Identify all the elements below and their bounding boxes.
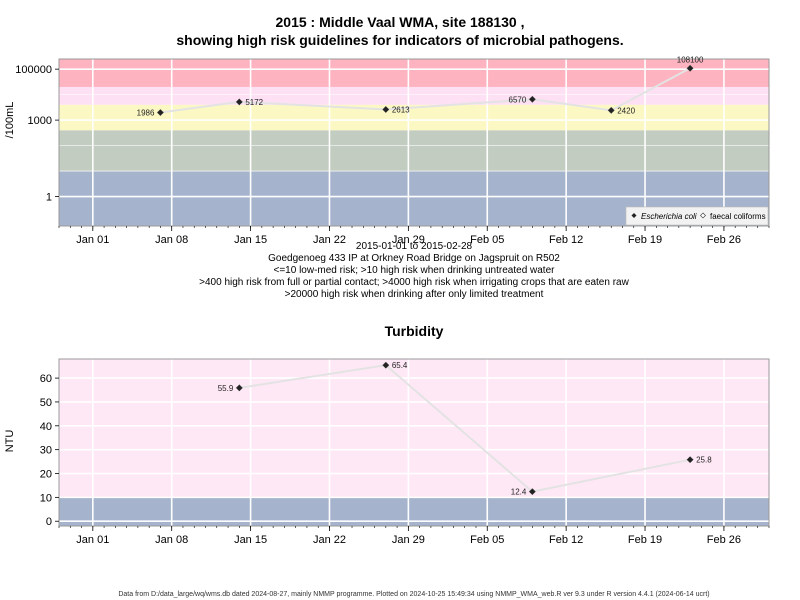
chart1-series-0-point-5 (686, 64, 694, 72)
chart2-y-tick-label-4: 40 (40, 421, 52, 433)
chart1-x-tick-label-6: Feb 12 (549, 234, 583, 246)
chart2-y-tick-label-2: 20 (40, 469, 52, 481)
chart1-note-1: 2015-01-01 to 2015-02-28 (356, 241, 473, 252)
chart2-series-0-label-0: 55.9 (218, 384, 234, 393)
chart1-x-tick-label-7: Feb 19 (628, 234, 662, 246)
chart1-y-tick-label-1: 1000 (28, 115, 52, 127)
chart1-series-0-point-2 (382, 105, 390, 114)
chart2-y-tick-label-5: 50 (40, 397, 52, 409)
chart1-subtitle: showing high risk guidelines for indicat… (176, 32, 623, 48)
chart1-title: 2015 : Middle Vaal WMA, site 188130 , (276, 14, 525, 30)
chart1-x-tick-label-2: Jan 15 (234, 234, 267, 246)
legend-ecoli-marker (631, 213, 637, 218)
chart1-series-0-label-0: 1986 (137, 109, 155, 118)
chart2-x-tick-label-7: Feb 19 (628, 534, 662, 546)
chart1-legend-box (625, 206, 769, 226)
chart2-y-tick-label-1: 10 (40, 492, 52, 504)
chart1-note-2: Goedgenoeg 433 IP at Orkney Road Bridge … (268, 253, 560, 264)
chart1-x-tick-label-8: Feb 26 (707, 234, 741, 246)
chart1-band-2 (59, 104, 769, 131)
chart1-series-0-line (160, 67, 691, 114)
chart1-band-4 (59, 59, 769, 87)
chart1-plot-area: Jan 01 Jan 08 Jan 15 Jan 22 Jan 29 Feb 05 Feb … (15, 55, 770, 246)
chart1-ylabel: /100mL (4, 102, 16, 139)
chart2-x-tick-label-0: Jan 01 (76, 534, 109, 546)
chart2-series-0-point-2 (528, 488, 536, 496)
chart1-x-axis: Jan 01 Jan 08 Jan 15 Jan 22 Jan 29 Feb 05 Feb … (58, 226, 770, 246)
chart2-x-tick-label-8: Feb 26 (707, 534, 741, 546)
chart2-x-tick-label-3: Jan 22 (313, 534, 346, 546)
chart2-x-tick-label-2: Jan 15 (234, 534, 267, 546)
chart2-series-0-point-1 (382, 361, 390, 369)
chart1-series-0-label-4: 2420 (617, 106, 635, 115)
chart1-band-3 (59, 86, 769, 105)
chart2-x-tick-label-4: Jan 29 (392, 534, 425, 546)
chart1-grid (59, 59, 769, 226)
legend-faecal-label: faecal coliforms (710, 212, 766, 221)
chart1-series-0-label-2: 2613 (392, 105, 410, 114)
chart2-x-tick-label-1: Jan 08 (155, 534, 188, 546)
chart1-series-0-label-1: 5172 (245, 98, 263, 107)
chart1-note-4: >400 high risk from full or partial cont… (199, 277, 629, 288)
chart2-y-tick-label-6: 60 (40, 373, 52, 385)
chart1-y-axis: 1 1000 100000 (15, 64, 59, 204)
chart1-series-0-point-1 (235, 98, 243, 106)
chart1-note-3: <=10 low-med risk; >10 high risk when dr… (274, 265, 556, 276)
chart2-series-0-line (239, 364, 691, 493)
chart2-ylabel: NTU (4, 430, 16, 453)
chart2-series-0-point-3 (686, 456, 694, 464)
chart1-x-tick-label-5: Feb 05 (470, 234, 504, 246)
chart1-frame (58, 58, 770, 227)
chart1-legend: Escherichia coli faecal coliforms (625, 206, 769, 226)
chart2-x-axis: Jan 01 Jan 08 Jan 15 Jan 22 Jan 29 Feb 05 Feb … (58, 526, 770, 546)
chart2-series-0-label-2: 12.4 (511, 488, 527, 497)
chart2-plot-area: Jan 01 Jan 08 Jan 15 Jan 22 Jan 29 Feb 05 Feb … (40, 358, 770, 546)
chart1-series-0-point-4 (607, 106, 615, 114)
chart1-series-0-label-5: 108100 (677, 55, 704, 64)
chart2-grid (59, 359, 769, 526)
chart1-series-0-point-0 (156, 108, 164, 117)
chart2-title: Turbidity (385, 323, 444, 339)
chart2-band-1 (59, 359, 769, 498)
chart1-x-tick-label-0: Jan 01 (76, 234, 109, 246)
chart1-x-tick-label-1: Jan 08 (155, 234, 188, 246)
legend-ecoli-label: Escherichia coli (641, 212, 697, 221)
footer-note: Data from D:/data_large/wq/wms.db dated … (118, 591, 709, 598)
chart1-x-tick-label-3: Jan 22 (313, 234, 346, 246)
chart2-x-tick-label-6: Feb 12 (549, 534, 583, 546)
chart2-series-0-point-0 (235, 384, 243, 392)
chart2-y-tick-label-3: 30 (40, 445, 52, 457)
chart1-series-0-label-3: 6570 (509, 95, 527, 104)
legend-faecal-marker (700, 212, 706, 219)
chart2-series-0-label-3: 25.8 (696, 456, 712, 465)
chart1-x-tick-label-4: Jan 29 (392, 234, 425, 246)
chart2-y-tick-label-0: 0 (46, 516, 52, 528)
chart2-series-0-label-1: 65.4 (392, 361, 408, 370)
chart1-y-tick-label-2: 100000 (15, 64, 52, 76)
chart2-y-axis: 0 10 20 30 40 50 60 (40, 373, 59, 528)
chart2-x-tick-label-5: Feb 05 (470, 534, 504, 546)
chart1-band-1 (59, 130, 769, 172)
chart1-series-0-point-3 (528, 95, 536, 103)
chart1-note-5: >20000 high risk when drinking after onl… (285, 289, 544, 300)
chart2-frame (58, 358, 770, 527)
chart1-y-tick-label-0: 1 (46, 192, 52, 204)
